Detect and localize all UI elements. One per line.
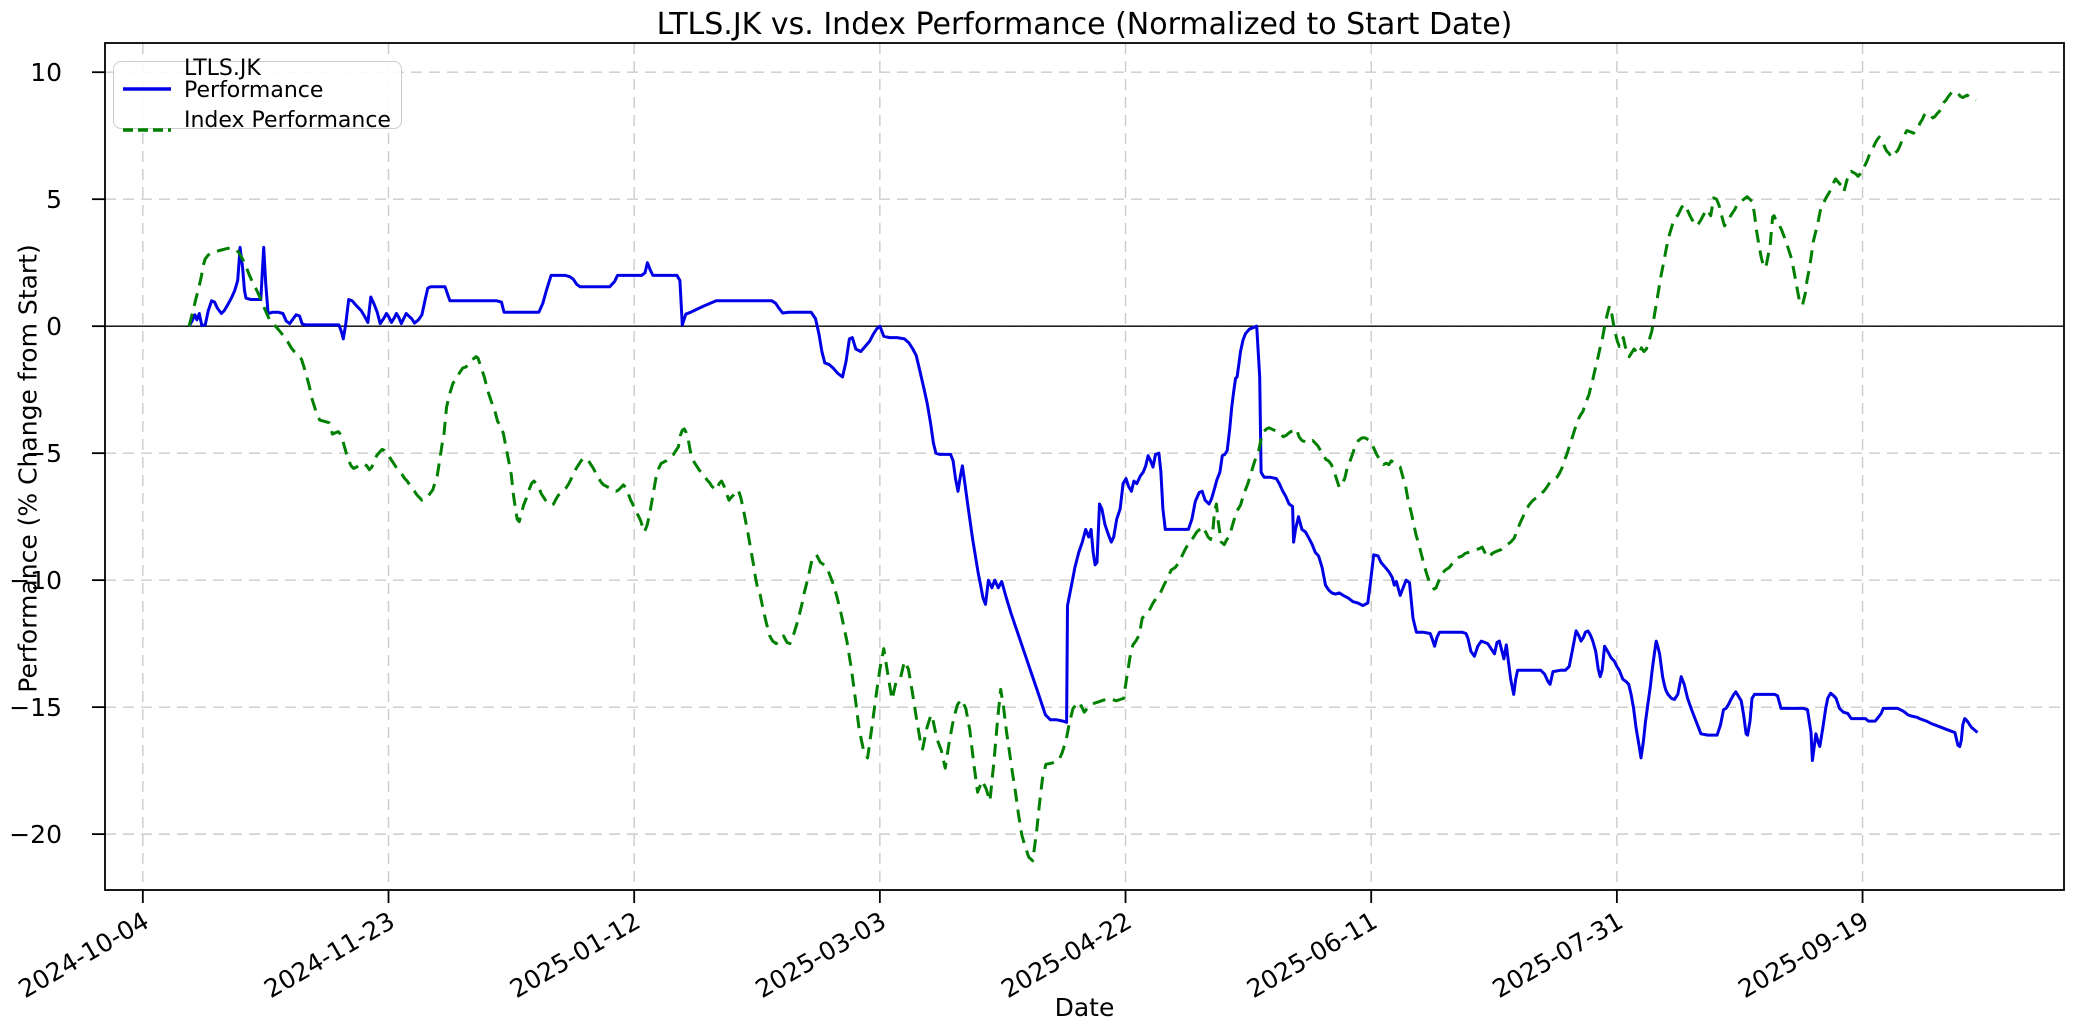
- y-tick-label: 5: [46, 185, 62, 214]
- legend-line-sample-index: [123, 118, 171, 132]
- x-axis-label: Date: [1054, 993, 1115, 1022]
- legend-line-sample-ltls: [123, 77, 171, 91]
- legend-swatch-svg: [123, 128, 171, 132]
- axes-spines: [104, 42, 2065, 891]
- x-tick-label: 2025-04-22: [996, 906, 1136, 1004]
- series-line-index: [187, 89, 1977, 863]
- x-tick-label: 2024-11-23: [259, 906, 399, 1004]
- legend-item-index: Index Performance: [123, 110, 401, 132]
- x-tick-label: 2024-10-04: [14, 906, 154, 1004]
- x-tick-label: 2025-09-19: [1733, 906, 1873, 1004]
- y-tick-label: −5: [25, 439, 62, 468]
- x-tick-label: 2025-06-11: [1242, 906, 1382, 1004]
- y-axis-label: Performance (% Change from Start): [13, 244, 43, 693]
- chart-title: LTLS.JK vs. Index Performance (Normalize…: [656, 7, 1513, 42]
- legend-swatch-svg: [123, 87, 171, 91]
- y-tick-label: −20: [9, 820, 62, 849]
- legend-item-ltls: LTLS.JK Performance: [123, 58, 401, 102]
- legend-label-ltls: LTLS.JK Performance: [184, 56, 324, 103]
- x-tick-label: 2025-03-03: [751, 906, 891, 1004]
- x-tick-label: 2025-01-12: [505, 906, 645, 1004]
- legend-label-index: Index Performance: [184, 108, 391, 133]
- y-tick-label: −10: [9, 566, 62, 595]
- y-tick-label: −15: [9, 693, 62, 722]
- x-tick-label: 2025-07-31: [1488, 906, 1628, 1004]
- y-tick-label: 0: [46, 312, 62, 341]
- y-tick-label: 10: [30, 58, 62, 87]
- series-line-ltls: [187, 245, 1979, 762]
- legend: LTLS.JK Performance Index Performance: [113, 58, 402, 132]
